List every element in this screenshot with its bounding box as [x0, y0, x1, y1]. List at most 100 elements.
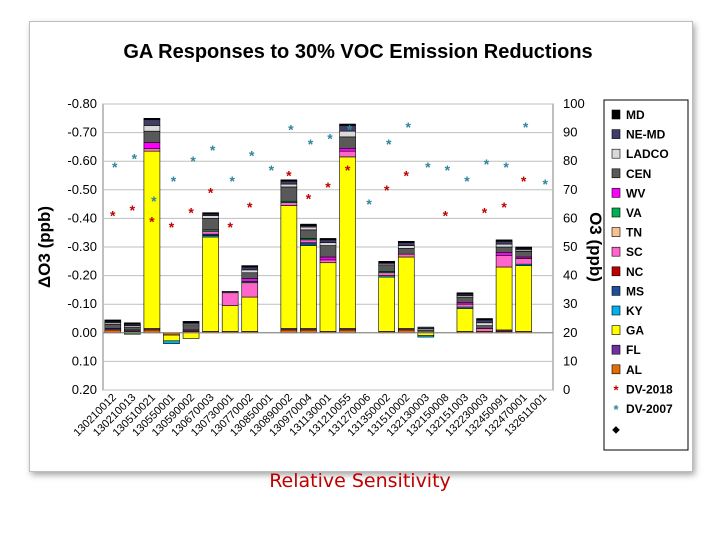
bar-segment [397, 242, 415, 246]
bar-segment [163, 334, 180, 342]
legend-swatch [611, 266, 621, 277]
marker: * [366, 196, 372, 212]
legend-swatch [611, 148, 621, 159]
bar-segment [476, 328, 493, 332]
marker: * [132, 150, 138, 166]
bar-segment [143, 150, 161, 329]
bar-segment [495, 239, 513, 242]
bar-segment [202, 230, 219, 235]
legend-swatch [611, 364, 621, 375]
y-tick-label: -0.10 [67, 296, 97, 311]
bar-segment [143, 119, 161, 126]
bar-segment [476, 319, 493, 324]
bar-segment [476, 322, 493, 326]
marker: * [325, 179, 331, 195]
marker: * [523, 119, 529, 135]
legend-swatch [611, 109, 621, 120]
legend-label: NC [626, 265, 644, 279]
marker: * [503, 159, 509, 175]
bar-segment [319, 238, 337, 241]
bar-segment [339, 148, 356, 152]
bar-segment [495, 252, 513, 256]
bar-segment [515, 246, 532, 249]
bar-segment [456, 308, 474, 332]
y-tick-label: -0.40 [67, 210, 97, 225]
y-tick-label: -0.70 [67, 125, 97, 140]
bar-segment [241, 269, 259, 274]
bar-segment [241, 272, 259, 279]
legend-swatch [611, 325, 621, 335]
bar-segment [280, 183, 298, 188]
bar-segment [202, 215, 219, 219]
bar-segment [300, 229, 317, 239]
bar-segment [339, 123, 356, 126]
bar-segment [280, 186, 298, 202]
marker: * [482, 205, 488, 221]
legend-swatch [611, 168, 621, 179]
marker: * [425, 159, 431, 175]
legend-label: DV-2018 [626, 382, 673, 396]
legend-swatch [611, 305, 621, 316]
bar-segment [280, 202, 298, 206]
legend-marker: * [613, 402, 619, 417]
legend-swatch [611, 246, 621, 257]
bar-segment [241, 296, 259, 332]
marker: * [347, 122, 353, 138]
y-tick-label: 0.20 [72, 382, 97, 397]
y-tick-label: -0.80 [67, 96, 97, 111]
marker: * [112, 159, 118, 175]
bar-segment [163, 340, 180, 344]
bar-segment [495, 243, 513, 248]
bar-segment [417, 326, 435, 329]
marker: * [306, 190, 312, 206]
legend-label: GA [626, 324, 644, 338]
bar-segment [319, 262, 337, 332]
bar-segment [143, 142, 161, 149]
y2-tick-label: 0 [563, 382, 570, 397]
bar-segment [319, 256, 337, 261]
bar-segment [143, 118, 161, 121]
y-tick-label: -0.20 [67, 268, 97, 283]
marker: * [208, 185, 214, 201]
y2-tick-label: 50 [563, 239, 577, 254]
y2-tick-label: 80 [563, 153, 577, 168]
bar-segment [397, 256, 415, 329]
y2-tick-label: 90 [563, 125, 577, 140]
legend-marker: * [613, 382, 619, 397]
legend-swatch [611, 129, 621, 139]
bar-segment [202, 236, 219, 332]
legend-swatch [611, 344, 621, 355]
bar-segment [241, 265, 259, 268]
bar-segment [397, 248, 415, 255]
chart-title: GA Responses to 30% VOC Emission Reducti… [123, 41, 592, 63]
bar-segment [300, 223, 317, 226]
legend-marker: ◆ [612, 425, 620, 436]
legend-swatch [611, 207, 621, 218]
bar-segment [221, 292, 239, 306]
bar-segment [495, 255, 513, 268]
y-tick-label: -0.50 [67, 182, 97, 197]
marker: * [269, 162, 275, 178]
marker: * [210, 142, 216, 158]
marker: * [110, 208, 116, 224]
bar-segment [378, 276, 395, 332]
marker: * [151, 193, 157, 209]
bar-segment [221, 291, 239, 294]
bar-segment [104, 319, 122, 322]
bar-segment [143, 125, 161, 132]
y-tick-label: -0.30 [67, 239, 97, 254]
marker: * [384, 182, 390, 198]
bar-segment [202, 212, 219, 215]
y2-tick-label: 20 [563, 325, 577, 340]
bar-segment [280, 205, 298, 329]
marker: * [443, 208, 449, 224]
marker: * [542, 176, 548, 192]
bar-segment [339, 136, 356, 149]
bar-segment [300, 245, 317, 329]
bar-segment [280, 179, 298, 182]
y2-tick-label: 70 [563, 182, 577, 197]
marker: * [149, 213, 155, 229]
bar-segment [124, 322, 141, 325]
legend-label: NE-MD [626, 128, 666, 142]
